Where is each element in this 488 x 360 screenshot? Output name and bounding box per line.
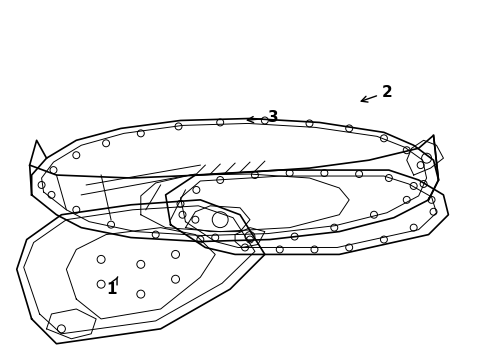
Text: 2: 2 xyxy=(361,85,392,102)
Text: 1: 1 xyxy=(106,277,118,297)
Text: 3: 3 xyxy=(247,111,278,125)
